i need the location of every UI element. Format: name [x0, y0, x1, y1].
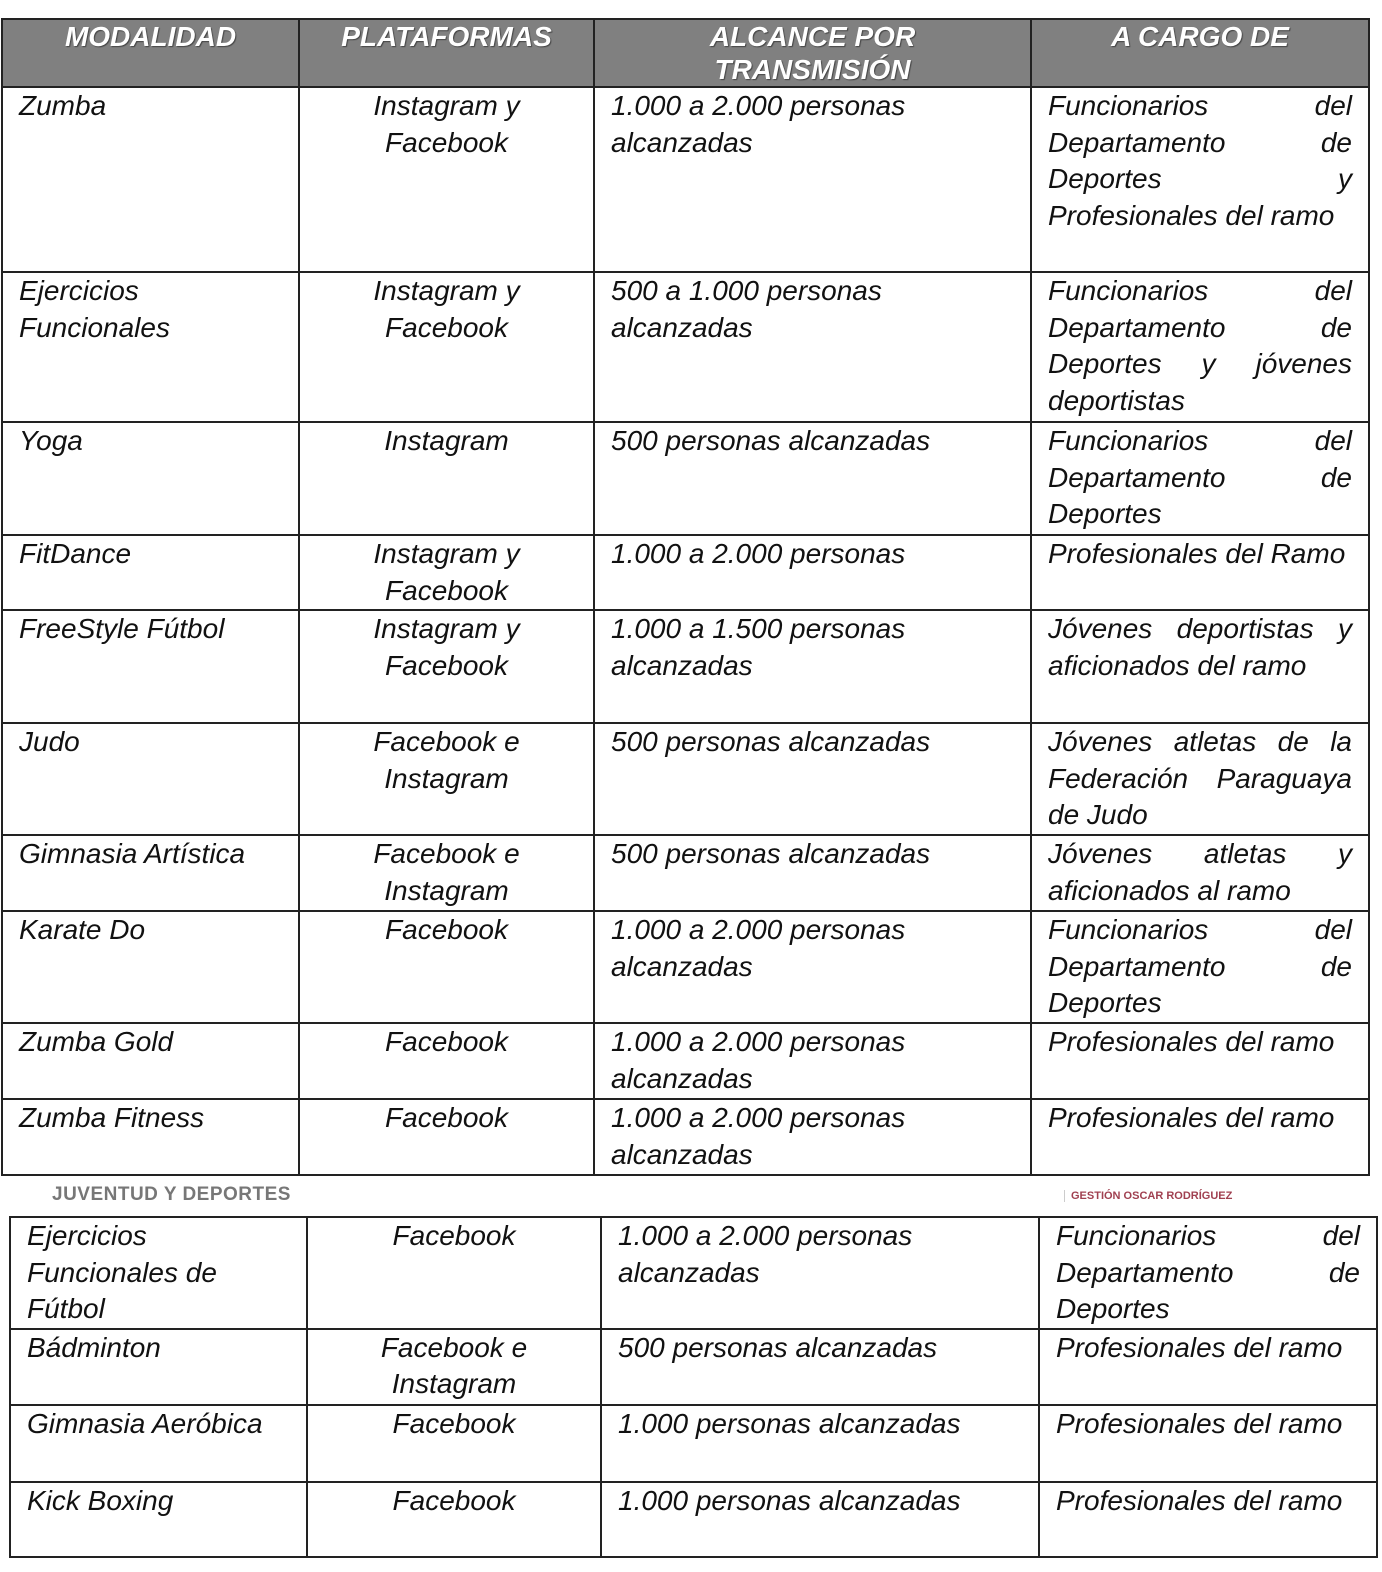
table-row: Kick Boxing Facebook 1.000 personas alcanz…	[9, 1480, 1378, 1558]
header-modalidad: MODALIDAD	[1, 18, 300, 88]
cell-plataformas: Facebook	[298, 1098, 595, 1176]
cell-a-cargo-de: Funcionarios del Departamento de Deporte…	[1030, 910, 1370, 1024]
cell-alcance: 1.000 personas alcanzadas	[600, 1480, 1040, 1558]
table-row: Yoga Instagram 500 personas alcanzadas Func…	[1, 421, 1370, 536]
cell-alcance: 1.000 a 2.000 personas alcanzadas	[593, 1098, 1032, 1176]
table-row: FitDance Instagram y Facebook 1.000 a 2.00…	[1, 534, 1370, 611]
cell-plataformas: Instagram y Facebook	[298, 609, 595, 724]
cell-a-cargo-de: Funcionarios del Departamento de Deporte…	[1030, 86, 1370, 273]
cell-a-cargo-de: Funcionarios del Departamento de Deporte…	[1030, 271, 1370, 423]
cell-modalidad: Karate Do	[1, 910, 300, 1024]
cell-plataformas: Instagram y Facebook	[298, 271, 595, 423]
cell-modalidad: Ejercicios Funcionales	[1, 271, 300, 423]
table-row: Gimnasia Artística Facebook e Instagram 50…	[1, 834, 1370, 912]
cell-plataformas: Facebook	[298, 1022, 595, 1100]
cell-modalidad: Judo	[1, 722, 300, 836]
table-row: Bádminton Facebook e Instagram 500 persona…	[9, 1327, 1378, 1406]
header-a-cargo-de: A CARGO DE	[1030, 18, 1370, 88]
table-row: Zumba Fitness Facebook 1.000 a 2.000 perso…	[1, 1098, 1370, 1176]
table-row: Gimnasia Aeróbica Facebook 1.000 personas …	[9, 1403, 1378, 1483]
cell-plataformas: Facebook e Instagram	[298, 834, 595, 912]
table-header-row: MODALIDAD PLATAFORMAS ALCANCE POR TRANSM…	[1, 18, 1370, 88]
cell-alcance: 1.000 a 2.000 personas alcanzadas	[593, 1022, 1032, 1100]
cell-a-cargo-de: Profesionales del ramo	[1038, 1327, 1378, 1406]
cell-modalidad: Ejercicios Funcionales de Fútbol	[9, 1216, 308, 1330]
cell-modalidad: Yoga	[1, 421, 300, 536]
cell-a-cargo-de: Funcionarios del Departamento de Deporte…	[1038, 1216, 1378, 1330]
cell-alcance: 1.000 a 2.000 personas alcanzadas	[593, 910, 1032, 1024]
cell-a-cargo-de: Profesionales del ramo	[1030, 1022, 1370, 1100]
table-row: Karate Do Facebook 1.000 a 2.000 personas …	[1, 910, 1370, 1024]
cell-plataformas: Facebook	[306, 1216, 602, 1330]
cell-a-cargo-de: Jóvenes atletas de la Federación Paragua…	[1030, 722, 1370, 836]
activities-table: MODALIDAD PLATAFORMAS ALCANCE POR TRANSM…	[1, 18, 1370, 1176]
cell-a-cargo-de: Profesionales del Ramo	[1030, 534, 1370, 611]
table-row: Zumba Instagram y Facebook 1.000 a 2.000 p…	[1, 86, 1370, 273]
cell-alcance: 1.000 a 1.500 personas alcanzadas	[593, 609, 1032, 724]
cell-alcance: 1.000 a 2.000 personas	[593, 534, 1032, 611]
table-row: Ejercicios Funcionales de Fútbol Facebook…	[9, 1216, 1378, 1330]
table-row: Ejercicios Funcionales Instagram y Facebo…	[1, 271, 1370, 423]
cell-modalidad: FreeStyle Fútbol	[1, 609, 300, 724]
header-plataformas: PLATAFORMAS	[298, 18, 595, 88]
cell-plataformas: Facebook e Instagram	[306, 1327, 602, 1406]
footer-management-logo: GESTIÓN OSCAR RODRÍGUEZ	[1064, 1190, 1232, 1202]
cell-modalidad: Gimnasia Artística	[1, 834, 300, 912]
cell-plataformas: Instagram	[298, 421, 595, 536]
cell-modalidad: Zumba	[1, 86, 300, 273]
cell-a-cargo-de: Jóvenes deportistas y aficionados del ra…	[1030, 609, 1370, 724]
cell-alcance: 500 personas alcanzadas	[593, 834, 1032, 912]
cell-plataformas: Instagram y Facebook	[298, 534, 595, 611]
cell-modalidad: Kick Boxing	[9, 1480, 308, 1558]
cell-a-cargo-de: Profesionales del ramo	[1030, 1098, 1370, 1176]
cell-a-cargo-de: Profesionales del ramo	[1038, 1403, 1378, 1483]
cell-modalidad: Zumba Gold	[1, 1022, 300, 1100]
cell-alcance: 500 personas alcanzadas	[593, 421, 1032, 536]
cell-a-cargo-de: Funcionarios del Departamento de Deporte…	[1030, 421, 1370, 536]
cell-modalidad: Bádminton	[9, 1327, 308, 1406]
cell-alcance: 500 personas alcanzadas	[600, 1327, 1040, 1406]
cell-alcance: 1.000 a 2.000 personas alcanzadas	[593, 86, 1032, 273]
header-alcance: ALCANCE POR TRANSMISIÓN	[593, 18, 1032, 88]
table-row: FreeStyle Fútbol Instagram y Facebook 1.00…	[1, 609, 1370, 724]
cell-modalidad: Gimnasia Aeróbica	[9, 1403, 308, 1483]
cell-plataformas: Facebook	[306, 1403, 602, 1483]
activities-table-continued: Ejercicios Funcionales de Fútbol Facebook…	[9, 1216, 1378, 1558]
cell-alcance: 1.000 a 2.000 personas alcanzadas	[600, 1216, 1040, 1330]
cell-alcance: 500 a 1.000 personas alcanzadas	[593, 271, 1032, 423]
cell-a-cargo-de: Jóvenes atletas y aficionados al ramo	[1030, 834, 1370, 912]
footer-department: JUVENTUD Y DEPORTES	[52, 1184, 291, 1205]
cell-modalidad: Zumba Fitness	[1, 1098, 300, 1176]
table-row: Judo Facebook e Instagram 500 personas alc…	[1, 722, 1370, 836]
cell-a-cargo-de: Profesionales del ramo	[1038, 1480, 1378, 1558]
table-row: Zumba Gold Facebook 1.000 a 2.000 personas…	[1, 1022, 1370, 1100]
cell-alcance: 500 personas alcanzadas	[593, 722, 1032, 836]
cell-plataformas: Facebook e Instagram	[298, 722, 595, 836]
cell-plataformas: Facebook	[306, 1480, 602, 1558]
cell-plataformas: Instagram y Facebook	[298, 86, 595, 273]
cell-plataformas: Facebook	[298, 910, 595, 1024]
cell-modalidad: FitDance	[1, 534, 300, 611]
cell-alcance: 1.000 personas alcanzadas	[600, 1403, 1040, 1483]
